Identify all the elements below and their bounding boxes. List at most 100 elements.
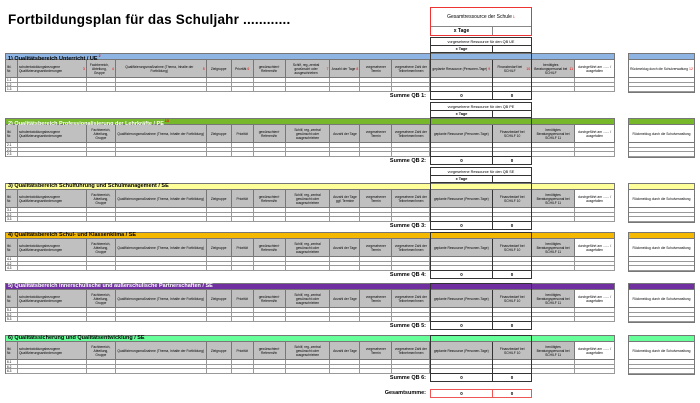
section-resource-value-2[interactable] <box>493 111 531 117</box>
table-cell[interactable] <box>392 317 431 322</box>
feedback-cell[interactable] <box>629 317 694 322</box>
table-cell[interactable] <box>231 208 254 213</box>
table-cell[interactable] <box>360 312 393 318</box>
total-resource-value[interactable]: x Tage <box>431 27 493 35</box>
table-cell[interactable] <box>86 143 116 148</box>
feedback-cell[interactable] <box>629 360 694 365</box>
table-cell[interactable] <box>231 317 254 322</box>
table-cell[interactable] <box>17 212 87 218</box>
table-cell[interactable] <box>253 312 286 318</box>
table-cell[interactable] <box>532 143 576 148</box>
table-cell[interactable] <box>253 261 286 267</box>
table-cell[interactable] <box>115 87 207 92</box>
table-cell[interactable] <box>231 147 254 153</box>
table-cell[interactable] <box>575 266 615 271</box>
table-cell[interactable] <box>330 317 361 322</box>
table-cell[interactable] <box>392 152 431 157</box>
table-cell[interactable] <box>360 212 393 218</box>
table-cell[interactable] <box>392 369 431 374</box>
table-cell[interactable] <box>330 261 361 267</box>
table-cell[interactable] <box>115 82 207 88</box>
table-cell[interactable] <box>231 82 254 88</box>
table-cell[interactable] <box>17 261 87 267</box>
table-cell[interactable] <box>285 152 331 157</box>
table-cell[interactable] <box>115 257 207 262</box>
table-cell[interactable] <box>392 147 431 153</box>
table-cell[interactable] <box>86 217 116 222</box>
table-cell[interactable] <box>206 308 232 313</box>
table-cell[interactable] <box>17 152 87 157</box>
table-cell[interactable] <box>86 212 116 218</box>
table-cell[interactable] <box>532 147 576 153</box>
table-cell[interactable] <box>115 78 207 83</box>
table-cell[interactable] <box>330 364 361 370</box>
table-cell[interactable] <box>253 87 286 92</box>
table-cell[interactable] <box>392 308 431 313</box>
table-cell[interactable] <box>86 87 116 92</box>
table-cell[interactable] <box>360 261 393 267</box>
feedback-cell[interactable] <box>629 152 694 157</box>
section-resource-value[interactable]: x Tage <box>431 46 493 52</box>
table-cell[interactable] <box>206 317 232 322</box>
table-cell[interactable] <box>253 152 286 157</box>
table-cell[interactable] <box>575 212 615 218</box>
table-cell[interactable] <box>231 360 254 365</box>
table-cell[interactable] <box>532 261 576 267</box>
table-cell[interactable] <box>360 308 393 313</box>
feedback-cell[interactable] <box>629 262 694 267</box>
table-cell[interactable] <box>532 369 576 374</box>
table-cell[interactable] <box>285 82 331 88</box>
table-cell[interactable] <box>575 312 615 318</box>
table-cell[interactable] <box>253 208 286 213</box>
table-cell[interactable] <box>330 208 361 213</box>
table-cell[interactable] <box>532 317 576 322</box>
table-cell[interactable] <box>231 257 254 262</box>
table-cell[interactable] <box>206 217 232 222</box>
table-cell[interactable] <box>330 152 361 157</box>
table-cell[interactable] <box>330 312 361 318</box>
table-cell[interactable] <box>86 257 116 262</box>
feedback-cell[interactable] <box>629 257 694 262</box>
table-cell[interactable] <box>253 360 286 365</box>
table-cell[interactable] <box>17 360 87 365</box>
table-cell[interactable] <box>115 369 207 374</box>
table-cell[interactable] <box>532 87 576 92</box>
table-cell[interactable] <box>115 312 207 318</box>
table-cell[interactable] <box>231 152 254 157</box>
table-cell[interactable] <box>285 87 331 92</box>
table-cell[interactable] <box>285 317 331 322</box>
table-cell[interactable] <box>532 266 576 271</box>
table-cell[interactable] <box>231 364 254 370</box>
table-cell[interactable] <box>360 364 393 370</box>
table-cell[interactable] <box>115 364 207 370</box>
table-cell[interactable] <box>285 143 331 148</box>
table-cell[interactable] <box>532 212 576 218</box>
table-cell[interactable] <box>532 152 576 157</box>
table-cell[interactable] <box>206 261 232 267</box>
table-cell[interactable] <box>330 78 361 83</box>
table-cell[interactable] <box>17 82 87 88</box>
table-cell[interactable] <box>575 261 615 267</box>
table-cell[interactable] <box>17 147 87 153</box>
table-cell[interactable] <box>285 78 331 83</box>
table-cell[interactable] <box>231 217 254 222</box>
table-cell[interactable] <box>17 312 87 318</box>
table-cell[interactable] <box>285 308 331 313</box>
table-cell[interactable] <box>532 82 576 88</box>
table-cell[interactable] <box>115 147 207 153</box>
table-cell[interactable] <box>17 317 87 322</box>
table-cell[interactable] <box>575 143 615 148</box>
table-cell[interactable] <box>532 257 576 262</box>
table-cell[interactable] <box>86 78 116 83</box>
table-cell[interactable] <box>575 369 615 374</box>
feedback-cell[interactable] <box>629 213 694 218</box>
table-cell[interactable] <box>206 143 232 148</box>
feedback-cell[interactable] <box>629 83 694 88</box>
table-cell[interactable] <box>115 212 207 218</box>
table-cell[interactable] <box>253 364 286 370</box>
table-cell[interactable] <box>532 78 576 83</box>
table-cell[interactable] <box>231 266 254 271</box>
table-cell[interactable] <box>206 208 232 213</box>
table-cell[interactable] <box>360 208 393 213</box>
table-cell[interactable] <box>532 217 576 222</box>
